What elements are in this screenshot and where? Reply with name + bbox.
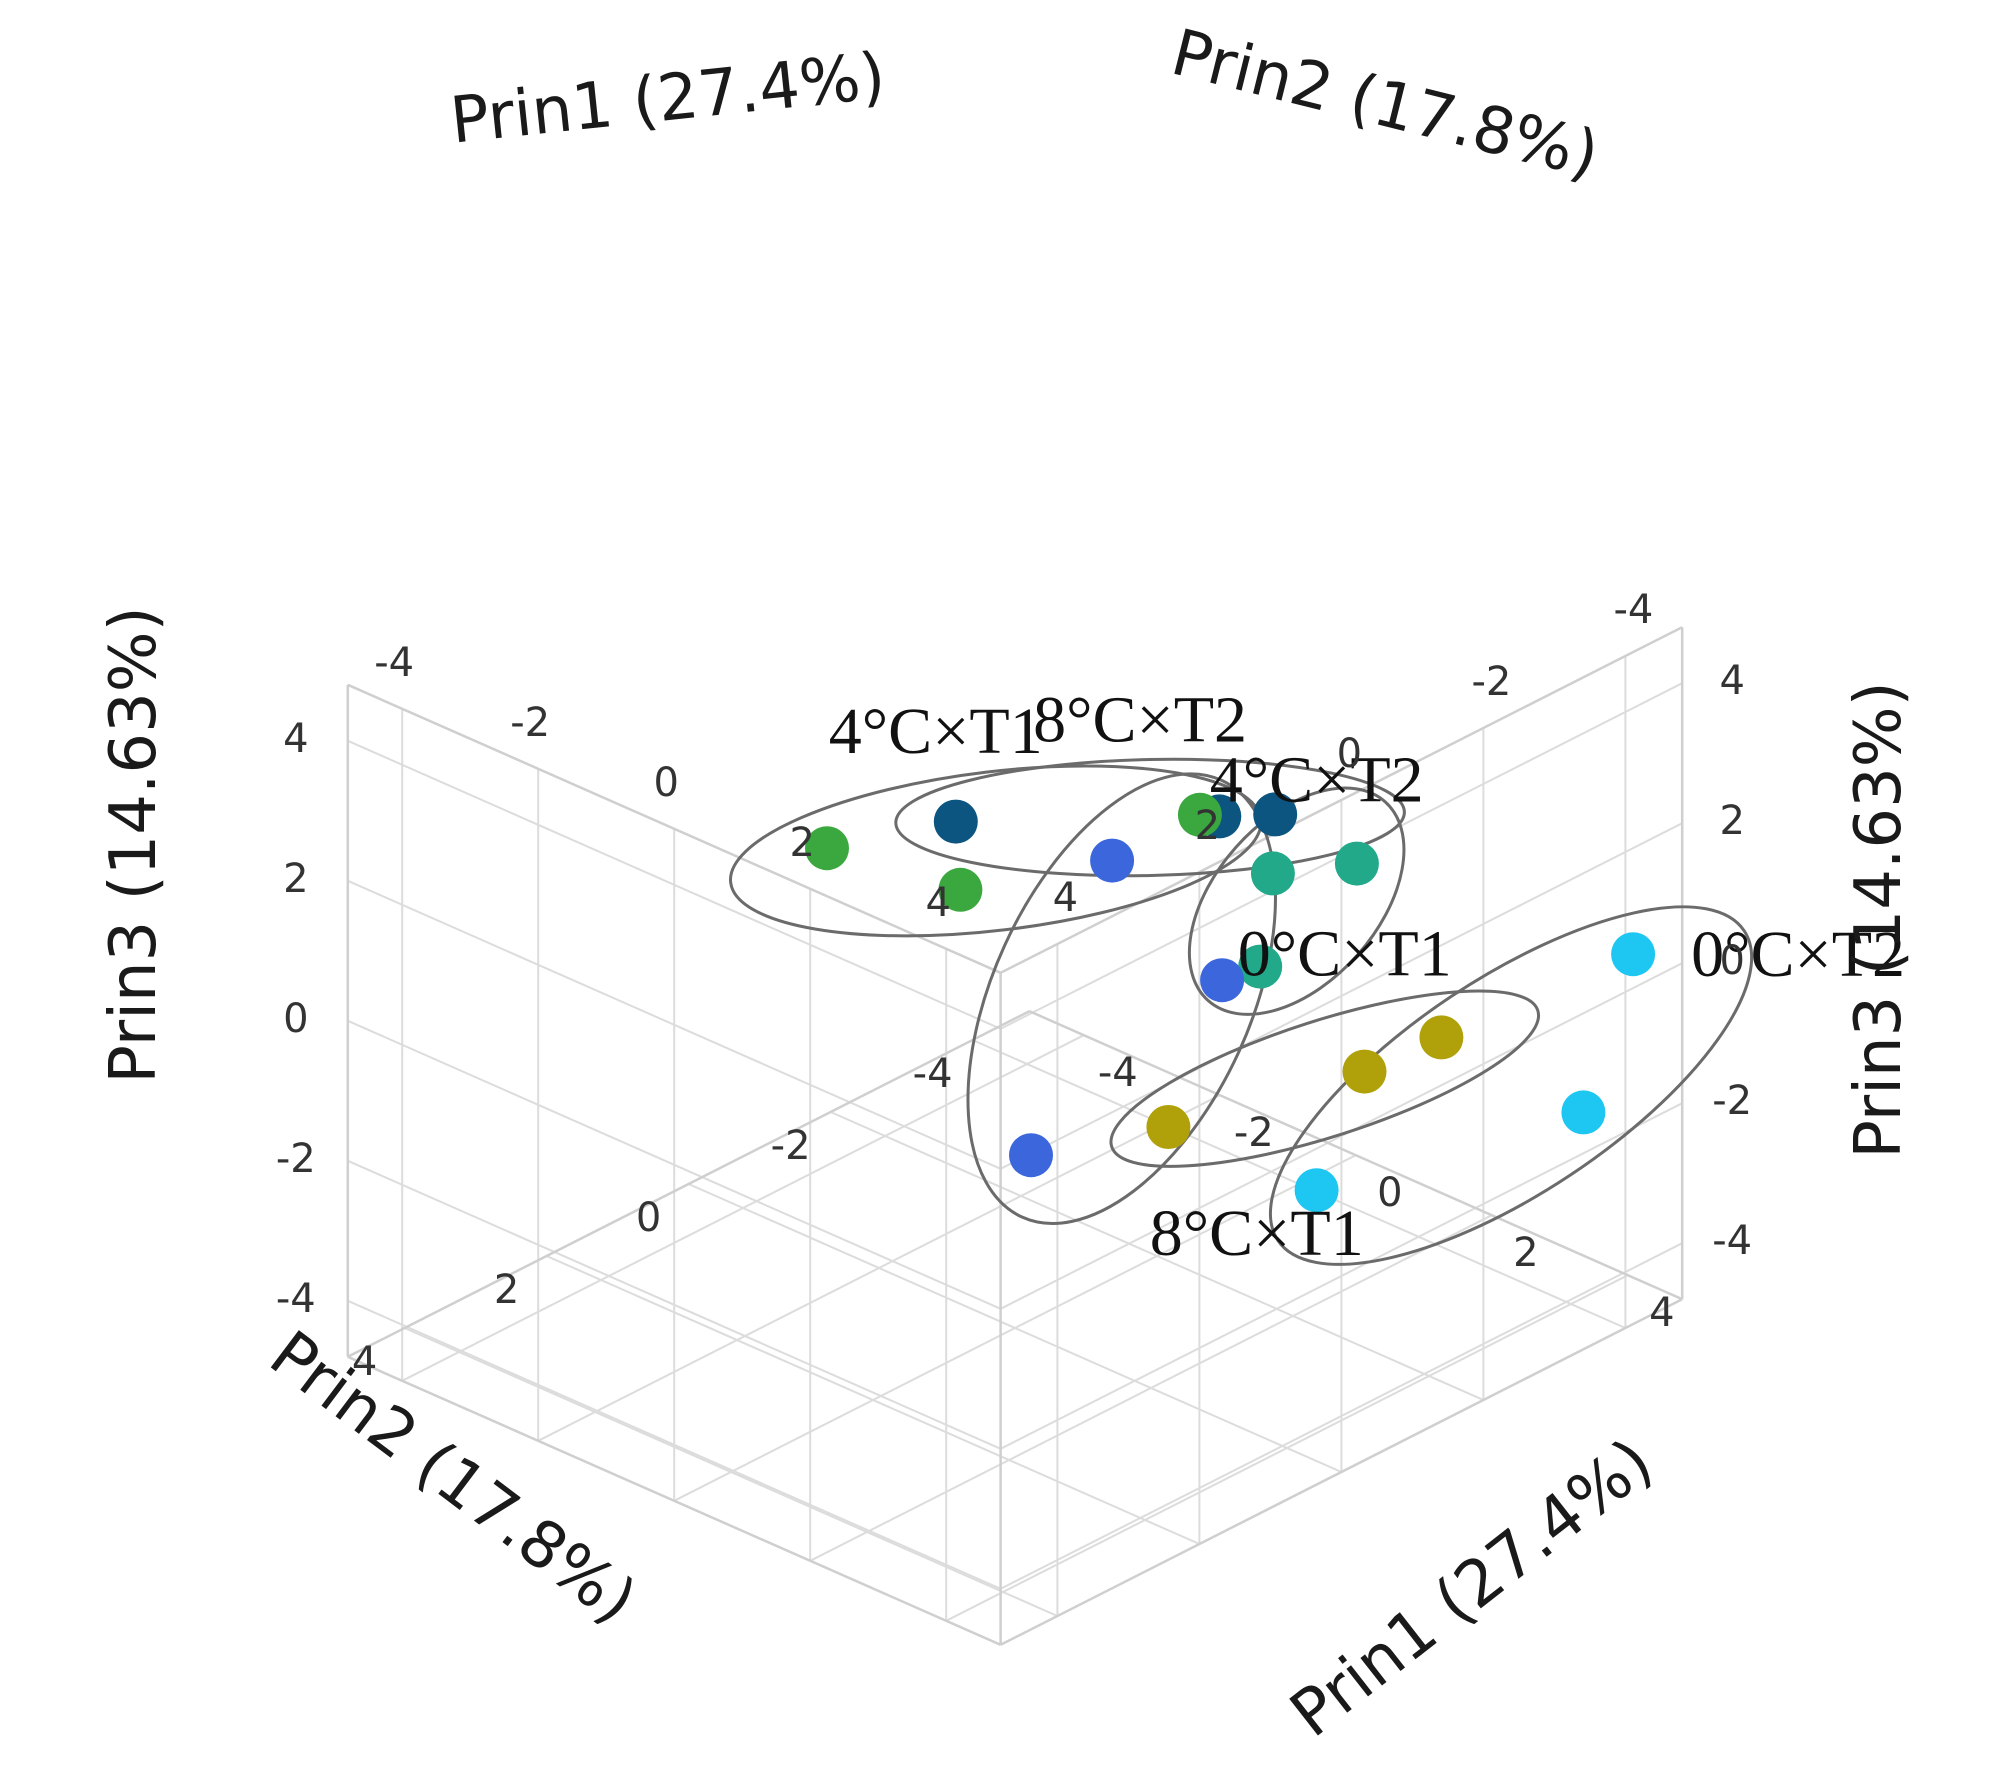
- data-point: [805, 826, 849, 871]
- data-point: [1200, 958, 1245, 1003]
- data-points: [805, 792, 1656, 1213]
- data-point: [1238, 944, 1283, 989]
- tick-label-x-top: 4: [925, 880, 950, 926]
- box-edge: [347, 1010, 1030, 1358]
- data-point: [938, 867, 983, 912]
- group-label: 0°C×T2: [1691, 918, 1905, 991]
- tick-label-y-bottom: 2: [494, 1267, 519, 1313]
- floor-grid-y: [688, 1183, 1342, 1473]
- tick-label-x-bottom: -4: [1098, 1050, 1138, 1096]
- tick-label-z-right: 2: [1719, 798, 1744, 844]
- tick-label-x-top: 0: [653, 760, 678, 806]
- left-wall-grid-z: [347, 739, 1002, 1030]
- tick-label-y-top: 2: [1195, 803, 1220, 849]
- data-point: [1250, 851, 1295, 896]
- group-label: 0°C×T1: [1238, 917, 1452, 990]
- tick-label-x-top: -4: [374, 640, 414, 686]
- box-edge: [1028, 1010, 1683, 1301]
- tick-label-z-right: -2: [1712, 1078, 1752, 1124]
- right-wall-grid-z: [1000, 822, 1683, 1170]
- floor-grid-x: [945, 1274, 1629, 1622]
- group-label: 4°C×T1: [829, 695, 1043, 768]
- data-point: [1342, 1049, 1387, 1094]
- cluster-ellipse: [894, 757, 1406, 878]
- floor-grid-x: [809, 1214, 1493, 1562]
- tick-label-y-top: -4: [1613, 587, 1653, 633]
- group-label: 8°C×T2: [1033, 683, 1247, 756]
- tick-label-z-right: 0: [1719, 938, 1744, 984]
- cluster-ellipse: [1268, 905, 1754, 1266]
- tick-label-x-bottom: 2: [1513, 1230, 1538, 1276]
- axis-title-prin2-top: Prin2 (17.8%): [1164, 16, 1605, 193]
- tick-label-x-bottom: -2: [1234, 1110, 1274, 1156]
- data-point: [1561, 1090, 1606, 1135]
- right-wall-grid-z: [1000, 962, 1683, 1310]
- tick-label-z-right: -4: [1712, 1218, 1752, 1264]
- data-point: [1253, 792, 1298, 837]
- box-edge: [1000, 626, 1683, 974]
- axis-title-prin1-top: Prin1 (27.4%): [447, 40, 889, 159]
- group-label: 8°C×T1: [1150, 1197, 1364, 1270]
- cluster-ellipse: [1187, 786, 1406, 1016]
- tick-label-y-top: 0: [1337, 731, 1362, 777]
- tick-label-x-top: -2: [510, 700, 550, 746]
- data-point: [933, 799, 978, 844]
- data-point: [1419, 1015, 1464, 1060]
- tick-label-y-bottom: -2: [771, 1123, 811, 1169]
- axis-title-prin3-right: Prin3 (14.63%): [1842, 681, 1916, 1158]
- floor-grid-y: [546, 1255, 1200, 1545]
- tick-label-y-top: -2: [1471, 659, 1511, 705]
- labels-layer: 8°C×T24°C×T1 4°C×T2 0°C×T1 0°C×T2 8°C×T1 -4 -2…: [97, 16, 1916, 1752]
- axis-title-prin2-bottom: Prin2 (17.8%): [256, 1317, 649, 1639]
- data-point: [1334, 841, 1379, 886]
- axis-title-prin3-left: Prin3 (14.63%): [97, 606, 171, 1083]
- tick-label-x-bottom: 4: [1649, 1290, 1674, 1336]
- box-edge: [347, 1355, 1002, 1646]
- tick-label-z-left: 2: [283, 856, 308, 902]
- tick-label-y-top: 4: [1053, 875, 1078, 921]
- left-wall-grid-z: [347, 1019, 1002, 1310]
- floor-grid-y: [404, 1327, 1058, 1617]
- data-point: [1294, 1168, 1339, 1213]
- left-wall-grid-z: [347, 879, 1002, 1170]
- group-label: 4°C×T2: [1210, 744, 1424, 817]
- box-edge: [1000, 1298, 1683, 1646]
- tick-label-x-top: 2: [789, 820, 814, 866]
- tick-label-x-bottom: 0: [1377, 1170, 1402, 1216]
- box-edge: [347, 683, 1002, 974]
- tick-label-y-bottom: 4: [352, 1339, 377, 1385]
- cluster-ellipse: [966, 772, 1277, 1225]
- data-point: [1611, 932, 1656, 977]
- tick-label-y-bottom: -4: [913, 1051, 953, 1097]
- data-point: [1177, 792, 1222, 837]
- tick-label-z-right: 4: [1719, 658, 1744, 704]
- tick-label-z-left: 4: [283, 716, 308, 762]
- tick-label-y-bottom: 0: [636, 1195, 661, 1241]
- tick-label-z-left: 0: [283, 996, 308, 1042]
- grid-layer: [346, 626, 1684, 1646]
- data-point: [1090, 838, 1135, 883]
- data-point: [1009, 1133, 1053, 1178]
- tick-label-z-left: -4: [276, 1276, 316, 1322]
- data-point: [1146, 1105, 1191, 1149]
- cluster-ellipses: [729, 757, 1754, 1266]
- cluster-ellipse: [1109, 989, 1541, 1168]
- tick-label-z-left: -2: [276, 1136, 316, 1182]
